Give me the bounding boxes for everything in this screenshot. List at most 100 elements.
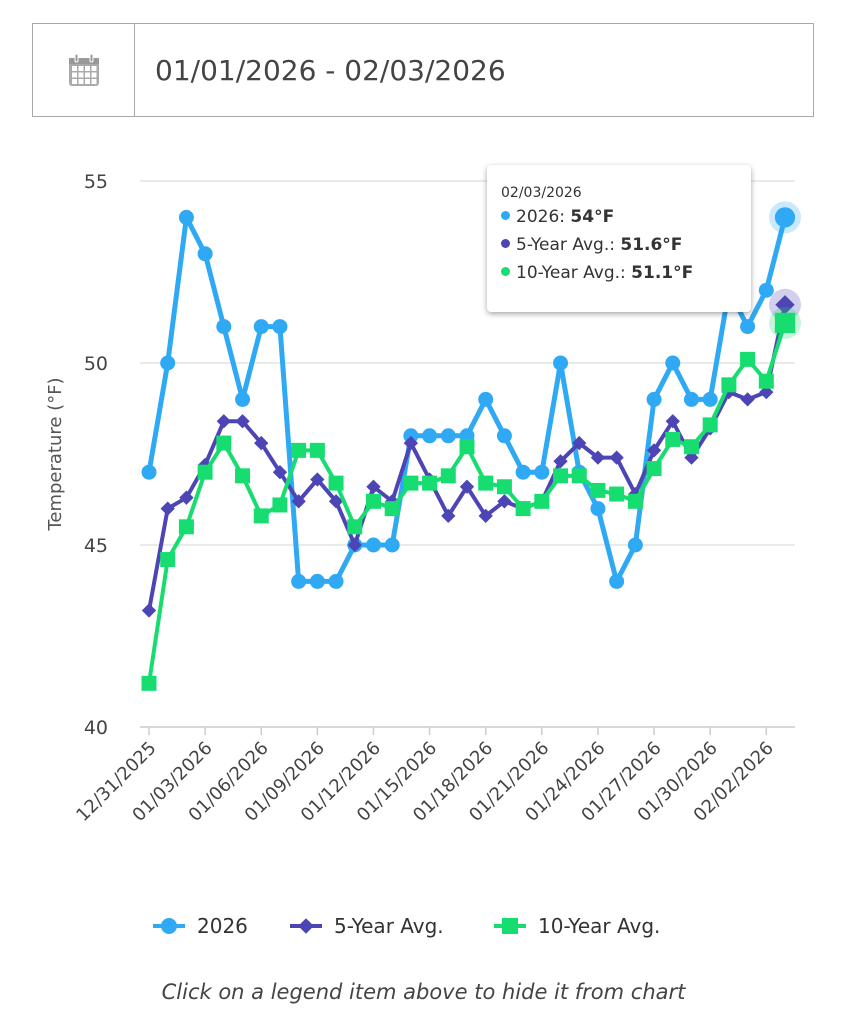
data-point (310, 472, 325, 487)
tooltip-date: 02/03/2026 (501, 185, 582, 201)
y-tick-label: 45 (84, 535, 108, 557)
chart-tooltip: 02/03/2026 2026: 54°F 5-Year Avg.: 51.6°… (487, 165, 751, 312)
data-point (272, 465, 288, 480)
data-point (328, 494, 344, 509)
legend-item-2026[interactable]: 2026 (153, 914, 248, 938)
y-tick-label: 40 (84, 717, 108, 739)
data-point (160, 501, 175, 516)
y-axis-label: Temperature (°F) (45, 377, 66, 531)
data-point (478, 391, 494, 407)
series-2026 (141, 201, 801, 589)
legend-item-10-year-avg-[interactable]: 10-Year Avg. (494, 914, 660, 938)
data-point (740, 351, 756, 367)
data-point (403, 475, 419, 491)
legend-marker-icon (502, 918, 518, 934)
data-point (216, 414, 231, 429)
data-point (328, 573, 344, 589)
data-point (609, 486, 625, 502)
legend-label: 10-Year Avg. (538, 914, 660, 938)
data-point (197, 464, 213, 480)
data-point (309, 442, 325, 458)
tooltip-row-10yr: 10-Year Avg.: 51.1°F (501, 259, 751, 287)
data-point (366, 479, 381, 494)
data-point (702, 417, 718, 433)
data-point-highlighted (775, 295, 795, 315)
data-point (646, 391, 662, 407)
data-point (141, 675, 157, 691)
data-point (740, 319, 756, 335)
data-point (683, 391, 699, 407)
data-point (178, 209, 194, 225)
y-tick-label: 50 (84, 353, 108, 375)
data-point (253, 319, 269, 335)
data-point (141, 464, 157, 480)
data-point (590, 501, 606, 517)
data-point (384, 501, 400, 517)
series-dot-icon (501, 267, 510, 276)
data-point (590, 482, 606, 498)
data-point (272, 497, 288, 513)
data-point (347, 537, 362, 553)
data-point (515, 464, 531, 480)
series-10-year-avg- (141, 306, 801, 691)
data-point (627, 493, 643, 509)
data-point (553, 468, 569, 484)
data-point (646, 461, 662, 477)
data-point (665, 355, 681, 371)
data-point (665, 414, 680, 429)
data-point (216, 319, 232, 335)
data-point (440, 428, 456, 444)
data-point (553, 454, 568, 469)
data-point (422, 475, 438, 491)
data-point (459, 439, 475, 455)
data-point (291, 573, 307, 589)
data-point (197, 246, 213, 262)
data-point (496, 479, 512, 495)
y-tick-label: 55 (84, 171, 108, 193)
series-line (147, 322, 787, 684)
data-point (496, 428, 512, 444)
legend-label: 2026 (197, 914, 248, 938)
legend-item-5-year-avg-[interactable]: 5-Year Avg. (290, 914, 444, 938)
tooltip-row-5yr: 5-Year Avg.: 51.6°F (501, 231, 751, 259)
data-point (403, 428, 419, 444)
data-point (365, 493, 381, 509)
data-point (534, 493, 550, 509)
data-point (571, 468, 587, 484)
data-point (590, 450, 606, 465)
data-point (216, 435, 232, 451)
data-point (459, 479, 475, 494)
data-point (609, 450, 624, 465)
data-point (235, 414, 250, 429)
legend-marker-icon (161, 918, 177, 934)
calendar-button[interactable] (33, 24, 135, 116)
data-point (253, 508, 269, 524)
data-point (740, 392, 755, 407)
data-point (478, 475, 494, 491)
date-range-value[interactable]: 01/01/2026 - 02/03/2026 (155, 53, 506, 87)
data-point (609, 573, 625, 589)
data-point (515, 501, 531, 517)
data-point (441, 508, 456, 524)
data-point (160, 355, 176, 371)
data-point (534, 464, 550, 480)
series-dot-icon (501, 211, 510, 220)
data-point (627, 537, 643, 553)
data-point-highlighted (774, 312, 796, 334)
legend-marker-icon (298, 918, 314, 934)
data-point (291, 494, 306, 509)
data-point (309, 573, 325, 589)
tooltip-row-2026: 2026: 54°F (501, 203, 751, 231)
data-point (235, 391, 251, 407)
date-range-picker[interactable]: 01/01/2026 - 02/03/2026 (32, 23, 814, 117)
data-point (272, 319, 288, 335)
data-point (646, 443, 662, 458)
data-point (384, 537, 400, 553)
data-point (422, 428, 438, 444)
data-point (254, 435, 269, 451)
data-point (665, 431, 681, 447)
data-point (440, 468, 456, 484)
data-point (553, 355, 569, 371)
data-point (365, 537, 381, 553)
